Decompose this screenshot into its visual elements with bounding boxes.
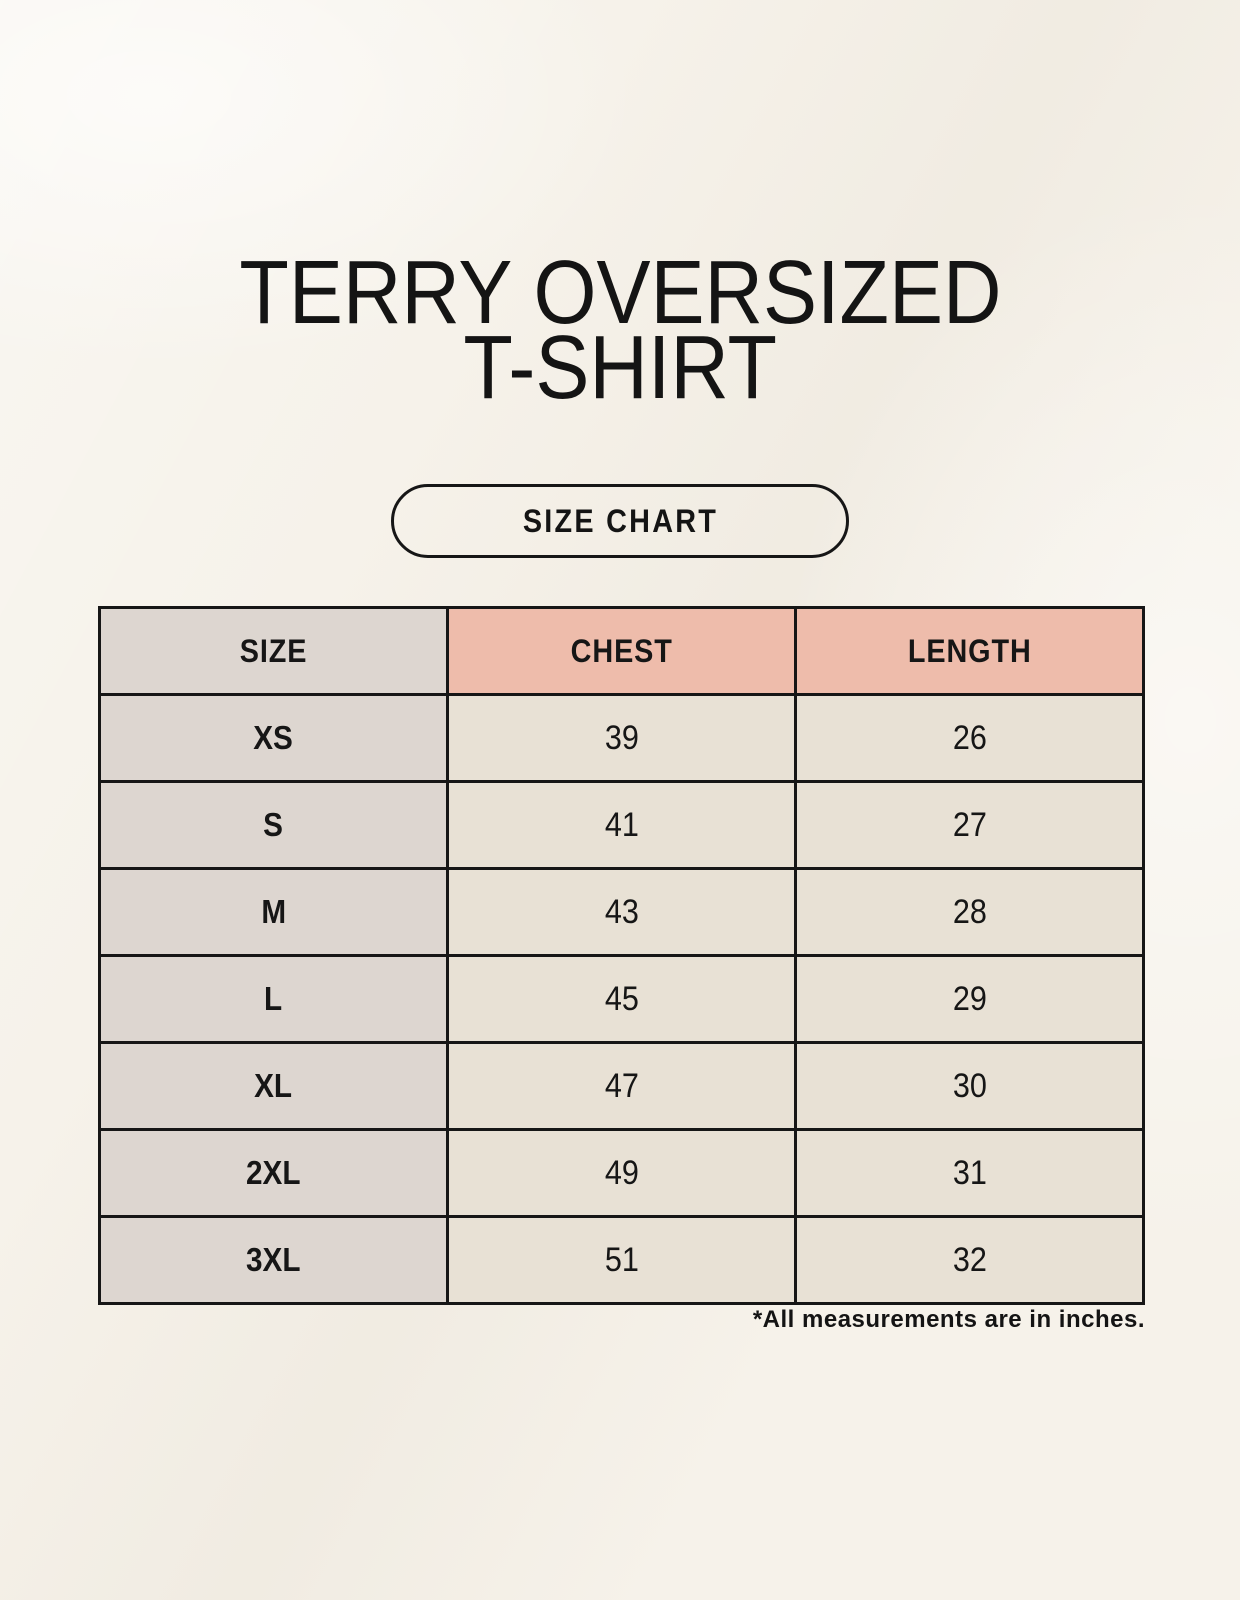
table-row-m: M 43 28	[98, 867, 1145, 957]
chest-cell: 45	[446, 954, 797, 1044]
size-cell: XL	[98, 1041, 449, 1131]
length-cell: 29	[794, 954, 1145, 1044]
chest-cell: 39	[446, 693, 797, 783]
table-row-2xl: 2XL 49 31	[98, 1128, 1145, 1218]
size-cell: M	[98, 867, 449, 957]
length-cell: 32	[794, 1215, 1145, 1305]
column-header-size: SIZE	[98, 606, 449, 696]
table-row-s: S 41 27	[98, 780, 1145, 870]
measurements-footnote: *All measurements are in inches.	[752, 1306, 1145, 1333]
size-cell: 2XL	[98, 1128, 449, 1218]
size-cell: XS	[98, 693, 449, 783]
length-cell: 28	[794, 867, 1145, 957]
size-cell: L	[98, 954, 449, 1044]
chest-cell: 43	[446, 867, 797, 957]
table-row-3xl: 3XL 51 32	[98, 1215, 1145, 1305]
size-cell: 3XL	[98, 1215, 449, 1305]
length-cell: 26	[794, 693, 1145, 783]
page-title-line2: T-SHIRT	[463, 318, 777, 418]
column-header-length: LENGTH	[794, 606, 1145, 696]
table-header-row: SIZE CHEST LENGTH	[98, 606, 1145, 696]
size-chart-button-label: SIZE CHART	[522, 502, 718, 539]
length-cell: 27	[794, 780, 1145, 870]
table-row-xl: XL 47 30	[98, 1041, 1145, 1131]
page-title: TERRY OVERSIZED T-SHIRT	[0, 243, 1240, 418]
size-cell: S	[98, 780, 449, 870]
length-cell: 30	[794, 1041, 1145, 1131]
size-chart-button[interactable]: SIZE CHART	[391, 484, 849, 558]
chest-cell: 49	[446, 1128, 797, 1218]
column-header-chest: CHEST	[446, 606, 797, 696]
chest-cell: 47	[446, 1041, 797, 1131]
size-table: SIZE CHEST LENGTH XS 39 26 S 41 27 M 43 …	[98, 606, 1145, 1305]
chest-cell: 51	[446, 1215, 797, 1305]
table-row-xs: XS 39 26	[98, 693, 1145, 783]
length-cell: 31	[794, 1128, 1145, 1218]
table-row-l: L 45 29	[98, 954, 1145, 1044]
page-title-line1: TERRY OVERSIZED	[238, 243, 1002, 343]
chest-cell: 41	[446, 780, 797, 870]
